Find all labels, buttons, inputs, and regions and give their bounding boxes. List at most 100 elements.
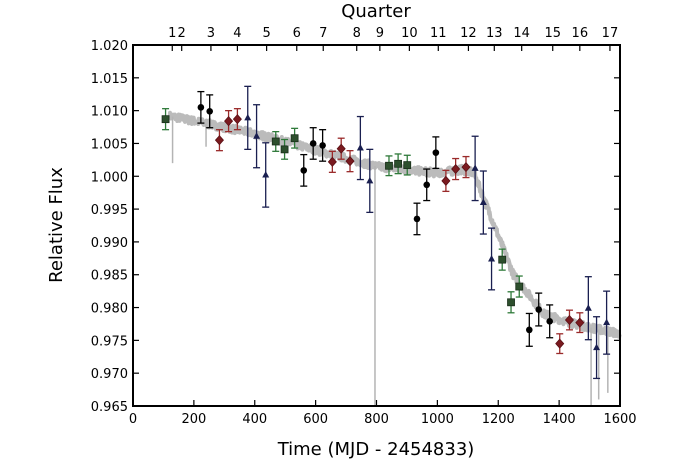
y-tick-label: 1.020: [91, 39, 128, 54]
x-tick-label: 1000: [421, 412, 454, 427]
square-point: [507, 291, 515, 314]
y-tick-label: 0.985: [91, 269, 128, 284]
diamond-marker: [461, 161, 471, 173]
triangle-marker: [356, 144, 364, 151]
square-marker: [290, 134, 299, 143]
triangle-point: [584, 276, 592, 341]
quarter-label: 8: [353, 26, 361, 41]
circle-marker: [413, 215, 421, 223]
quarter-label: 5: [262, 26, 270, 41]
diamond-point: [345, 150, 355, 173]
circle-point: [546, 304, 554, 339]
x-tick-label: 200: [181, 412, 206, 427]
triangle-marker: [244, 113, 252, 121]
y-tick-label: 1.005: [91, 137, 128, 152]
diamond-point: [461, 155, 471, 179]
diamond-point: [327, 150, 337, 173]
square-point: [498, 248, 507, 271]
quarter-label: 6: [293, 26, 301, 41]
y-tick-label: 0.975: [91, 334, 128, 349]
circle-point: [535, 292, 543, 327]
diamond-marker: [214, 135, 224, 146]
plot-frame: [132, 44, 621, 407]
triangle-point: [471, 135, 479, 202]
x-tick-label: 400: [242, 412, 267, 427]
y-tick-label: 0.980: [91, 302, 128, 317]
y-tick-label: 1.000: [91, 170, 128, 185]
square-marker: [507, 298, 515, 307]
triangle-marker: [366, 176, 374, 184]
triangle-point: [253, 104, 261, 169]
x-tick-label: 0: [129, 412, 137, 427]
triangle-marker: [593, 343, 601, 351]
top-axis-title: Quarter: [341, 1, 411, 22]
circle-marker: [546, 318, 553, 325]
quarter-label: 14: [513, 26, 530, 41]
quarter-label: 3: [207, 26, 215, 41]
circle-marker: [309, 140, 317, 147]
diamond-marker: [451, 163, 461, 175]
quarter-label: 16: [572, 26, 589, 41]
triangle-point: [244, 85, 252, 151]
square-marker: [161, 115, 170, 124]
y-tick-label: 0.995: [91, 203, 128, 218]
triangle-point: [366, 148, 374, 214]
circle-point: [423, 168, 431, 202]
square-marker: [515, 282, 524, 291]
y-tick-label: 0.970: [91, 367, 128, 382]
circle-marker: [300, 167, 308, 174]
y-tick-label: 1.010: [91, 105, 128, 120]
data-points: [161, 85, 611, 380]
light-curve: [167, 110, 622, 406]
diamond-point: [336, 137, 346, 160]
circle-marker: [206, 107, 214, 115]
circle-marker: [423, 181, 431, 189]
circle-marker: [319, 142, 326, 149]
quarter-label: 15: [544, 26, 561, 41]
diamond-marker: [327, 156, 337, 167]
square-point: [385, 155, 393, 177]
circle-marker: [525, 326, 533, 334]
circle-marker: [197, 104, 205, 111]
y-tick-label: 1.015: [91, 72, 128, 87]
quarter-label: 17: [602, 26, 619, 41]
circle-point: [413, 202, 421, 236]
triangle-point: [356, 115, 364, 181]
triangle-marker: [479, 198, 487, 206]
x-axis-title: Time (MJD - 2454833): [277, 439, 475, 460]
diamond-marker: [345, 156, 355, 167]
circle-point: [300, 153, 308, 187]
diamond-point: [451, 157, 461, 181]
diamond-marker: [564, 314, 575, 326]
square-marker: [394, 159, 403, 168]
triangle-marker: [488, 254, 496, 262]
axes: 0 200 400 600 800 1000 1200 1400 1600 0.965 0.970 0…: [91, 26, 637, 427]
square-marker: [385, 161, 393, 170]
x-tick-label: 1600: [603, 412, 636, 427]
diamond-marker: [441, 175, 451, 186]
circle-point: [206, 94, 214, 129]
square-point: [403, 154, 412, 176]
light-curve-line: [167, 110, 622, 339]
y-axis-title: Relative Flux: [46, 167, 67, 283]
square-point: [515, 275, 524, 298]
quarter-label: 12: [460, 26, 477, 41]
y-tick-label: 0.965: [91, 400, 128, 415]
y-tick-label: 0.990: [91, 236, 128, 251]
triangle-point: [488, 227, 496, 291]
x-tick-label: 1400: [543, 412, 576, 427]
quarter-label: 1: [168, 26, 176, 41]
square-point: [290, 127, 299, 149]
diamond-marker: [224, 116, 234, 127]
circle-point: [432, 136, 440, 170]
diamond-point: [575, 312, 585, 334]
diamond-marker: [555, 338, 565, 349]
square-marker: [498, 255, 507, 264]
circle-point: [319, 129, 327, 162]
triangle-point: [262, 142, 270, 208]
quarter-label: 7: [319, 26, 327, 41]
circle-point: [309, 127, 317, 160]
triangle-marker: [584, 304, 592, 311]
triangle-point: [593, 316, 601, 380]
circle-point: [197, 90, 205, 124]
